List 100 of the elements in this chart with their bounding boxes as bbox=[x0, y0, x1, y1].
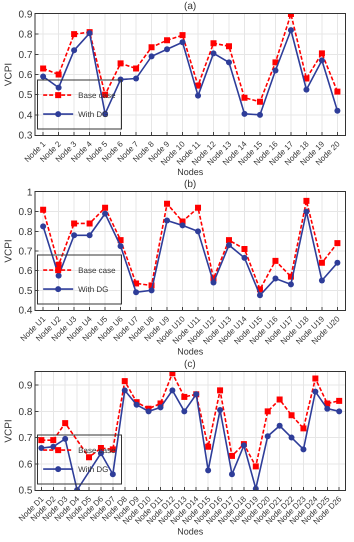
point bbox=[256, 98, 263, 105]
point bbox=[241, 94, 248, 101]
point bbox=[318, 57, 325, 64]
legend-label: Base case bbox=[78, 91, 116, 100]
point bbox=[86, 232, 93, 238]
point bbox=[210, 279, 217, 286]
point bbox=[312, 376, 318, 382]
point bbox=[50, 444, 56, 450]
chart-title: (c) bbox=[184, 359, 196, 370]
point bbox=[40, 223, 46, 230]
point bbox=[288, 281, 294, 288]
point bbox=[318, 50, 325, 56]
point bbox=[122, 378, 128, 384]
x-axis-title: Nodes bbox=[177, 526, 204, 536]
point bbox=[300, 446, 306, 452]
point bbox=[180, 39, 186, 46]
point bbox=[336, 398, 342, 404]
point bbox=[86, 220, 93, 226]
y-tick-label: 1 bbox=[26, 188, 33, 198]
point bbox=[303, 198, 310, 204]
point bbox=[110, 471, 116, 478]
point bbox=[241, 246, 248, 252]
point bbox=[71, 232, 78, 238]
point bbox=[169, 387, 176, 394]
y-tick-label: 0.5 bbox=[18, 90, 33, 102]
point bbox=[40, 74, 46, 80]
point bbox=[264, 408, 271, 414]
chart-title: (b) bbox=[184, 179, 196, 190]
point bbox=[134, 402, 140, 408]
point bbox=[164, 37, 170, 44]
point bbox=[118, 60, 124, 66]
y-tick-label: 0.5 bbox=[18, 486, 33, 496]
y-axis-title: VCPI bbox=[3, 419, 14, 443]
point bbox=[217, 407, 224, 414]
point bbox=[148, 44, 155, 50]
point bbox=[62, 436, 68, 442]
y-tick-label: 0.6 bbox=[18, 266, 33, 278]
point bbox=[164, 46, 170, 52]
point bbox=[148, 287, 155, 294]
point bbox=[272, 276, 278, 282]
y-tick-label: 0.6 bbox=[18, 459, 33, 470]
y-tick-label: 0.7 bbox=[18, 246, 33, 258]
y-tick-label: 0.5 bbox=[18, 286, 33, 297]
y-tick-label: 0.8 bbox=[18, 406, 33, 418]
chart-title: (a) bbox=[184, 1, 196, 12]
point bbox=[133, 65, 140, 72]
point bbox=[241, 110, 248, 117]
point bbox=[146, 408, 152, 414]
point bbox=[164, 200, 170, 207]
y-tick-label: 0.4 bbox=[18, 110, 33, 122]
point bbox=[318, 260, 325, 266]
point bbox=[86, 454, 92, 460]
y-tick-label: 0.9 bbox=[18, 380, 33, 392]
point bbox=[195, 228, 202, 234]
point bbox=[300, 425, 306, 432]
legend-label: With DG bbox=[78, 285, 108, 294]
point bbox=[133, 289, 140, 296]
point bbox=[318, 278, 325, 284]
point bbox=[334, 88, 340, 95]
legend-label: Base case bbox=[78, 446, 116, 456]
y-tick-label: 0.7 bbox=[18, 433, 33, 444]
point bbox=[241, 254, 248, 261]
point bbox=[205, 444, 212, 450]
y-tick-label: 0.8 bbox=[18, 30, 33, 41]
point bbox=[40, 206, 46, 213]
point bbox=[288, 434, 295, 441]
point bbox=[272, 67, 278, 74]
point bbox=[71, 31, 78, 38]
y-axis-title: VCPI bbox=[3, 239, 14, 263]
y-tick-label: 0.4 bbox=[18, 306, 33, 316]
point bbox=[226, 242, 232, 248]
point bbox=[324, 406, 330, 412]
point bbox=[252, 463, 259, 470]
point bbox=[195, 204, 202, 211]
point bbox=[210, 40, 217, 46]
y-tick-label: 0.6 bbox=[18, 70, 33, 81]
point bbox=[256, 112, 263, 118]
point bbox=[334, 260, 340, 266]
point bbox=[164, 218, 170, 224]
point bbox=[205, 467, 212, 474]
point bbox=[256, 292, 263, 298]
point bbox=[181, 394, 188, 400]
point bbox=[226, 59, 232, 66]
point bbox=[336, 408, 342, 414]
y-tick-label: 0.9 bbox=[18, 10, 33, 20]
y-tick-label: 0.8 bbox=[18, 226, 33, 238]
point bbox=[148, 53, 155, 60]
x-axis-title: Nodes bbox=[177, 167, 204, 178]
point bbox=[122, 387, 128, 394]
point bbox=[50, 437, 56, 444]
point bbox=[303, 86, 310, 93]
point bbox=[272, 258, 278, 264]
y-tick-label: 0.9 bbox=[18, 207, 33, 218]
y-tick-label: 0.3 bbox=[18, 130, 33, 142]
point bbox=[40, 65, 46, 72]
point bbox=[56, 272, 62, 279]
point bbox=[62, 420, 68, 426]
point bbox=[226, 43, 232, 50]
point bbox=[217, 387, 224, 394]
point bbox=[56, 84, 62, 91]
